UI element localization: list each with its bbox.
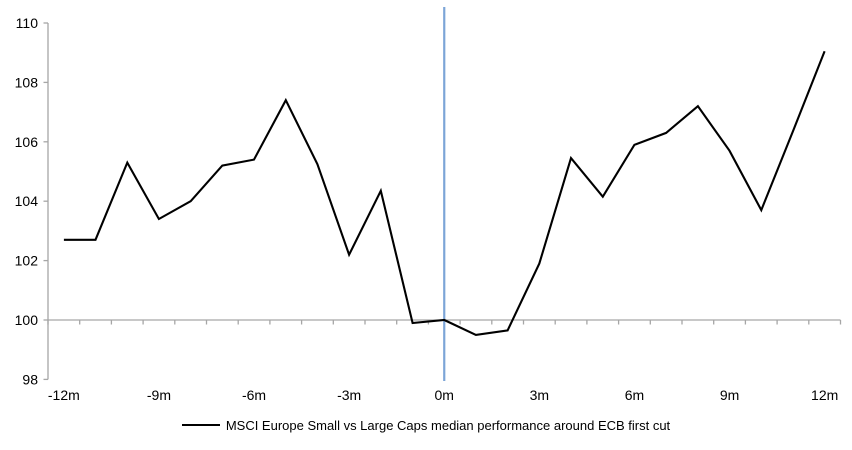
x-axis-tick-label: 6m: [625, 387, 644, 403]
x-axis-tick-label: -6m: [242, 387, 266, 403]
x-axis-tick-label: -9m: [147, 387, 171, 403]
x-axis-tick-label: 12m: [811, 387, 838, 403]
y-axis-tick-label: 104: [15, 193, 39, 209]
legend-series-label: MSCI Europe Small vs Large Caps median p…: [225, 417, 671, 433]
y-axis-tick-label: 102: [15, 253, 39, 269]
y-axis-tick-label: 108: [15, 74, 39, 90]
y-axis-tick-label: 106: [15, 134, 39, 150]
x-axis-tick-label: 3m: [530, 387, 549, 403]
series-line: [63, 50, 826, 336]
x-axis-tick-label: -3m: [337, 387, 361, 403]
legend-line-sample: [181, 424, 220, 426]
y-axis-tick-label: 98: [22, 371, 38, 387]
y-axis-tick-label: 100: [15, 312, 39, 328]
x-axis-tick-label: -12m: [48, 387, 80, 403]
x-axis-tick-label: 9m: [720, 387, 739, 403]
y-axis-tick-label: 110: [16, 15, 39, 31]
chart-legend: MSCI Europe Small vs Large Caps median p…: [0, 416, 852, 434]
x-axis-tick-label: 0m: [435, 387, 454, 403]
